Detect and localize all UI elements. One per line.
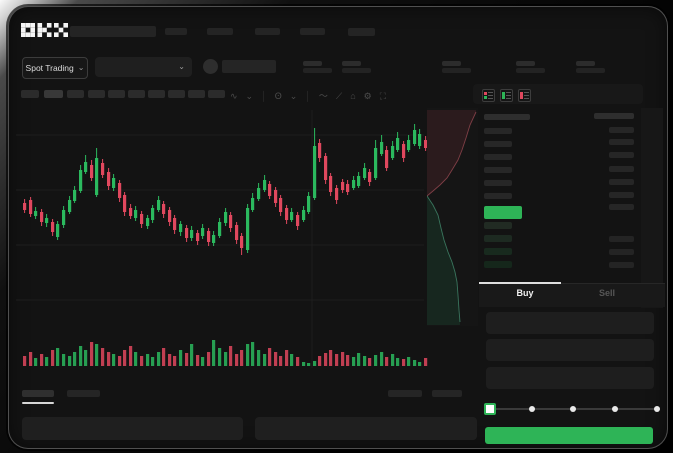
nav-item-placeholder[interactable] xyxy=(255,28,280,35)
drawing-icon[interactable]: ⟋ xyxy=(335,91,343,101)
bid-price-placeholder[interactable] xyxy=(484,261,512,268)
market-type-dropdown[interactable]: Spot Trading ⌄ xyxy=(22,57,88,79)
slider-step-dot[interactable] xyxy=(529,406,535,412)
ask-amount-placeholder xyxy=(594,113,634,119)
trade-tabbar xyxy=(479,283,665,307)
ask-price-placeholder[interactable] xyxy=(484,114,530,120)
nav-item-placeholder[interactable] xyxy=(207,28,233,35)
fullscreen-icon[interactable]: ⛶ xyxy=(379,91,387,101)
line-style-chevron-icon[interactable]: ⌄ xyxy=(245,91,254,101)
nav-item-placeholder[interactable] xyxy=(348,28,375,36)
pair-title-placeholder xyxy=(222,60,276,73)
stat-label-placeholder xyxy=(442,61,461,66)
ask-amount-placeholder xyxy=(609,204,634,210)
stat-value-placeholder xyxy=(342,68,371,73)
chevron-down-icon: ⌄ xyxy=(77,63,85,72)
stat-value-placeholder xyxy=(303,68,332,73)
bid-price-placeholder[interactable] xyxy=(484,235,512,242)
ask-price-placeholder[interactable] xyxy=(484,193,512,199)
ask-amount-placeholder xyxy=(609,152,634,158)
order-input-field[interactable] xyxy=(486,339,654,361)
indicators-chevron-icon[interactable]: ⌄ xyxy=(289,91,298,101)
slider-handle[interactable] xyxy=(484,403,496,415)
timeframe-button[interactable] xyxy=(168,90,185,98)
bid-price-placeholder[interactable] xyxy=(484,248,512,255)
active-tab-underline xyxy=(22,402,54,404)
mid-price-button[interactable] xyxy=(484,206,522,219)
bottom-tab-placeholder[interactable] xyxy=(22,390,54,397)
stat-label-placeholder xyxy=(342,61,361,66)
chevron-down-icon: ⌄ xyxy=(178,62,185,71)
ask-amount-placeholder xyxy=(609,192,634,198)
timeframe-button[interactable] xyxy=(67,90,84,98)
depth-chart[interactable] xyxy=(427,108,478,326)
timeframe-button[interactable] xyxy=(21,90,39,98)
stat-value-placeholder xyxy=(442,68,471,73)
order-input-field[interactable] xyxy=(486,312,654,334)
timeframe-button[interactable] xyxy=(88,90,105,98)
bottom-panel-placeholder[interactable] xyxy=(22,417,243,440)
bottom-panel-placeholder[interactable] xyxy=(255,417,477,440)
stat-label-placeholder xyxy=(576,61,595,66)
slider-step-dot[interactable] xyxy=(570,406,576,412)
timeframe-button[interactable] xyxy=(188,90,205,98)
ask-amount-placeholder xyxy=(609,139,634,145)
tab-buy[interactable]: Buy xyxy=(516,288,534,298)
active-tab-indicator xyxy=(479,282,561,284)
settings-icon[interactable]: ⚙ xyxy=(363,91,372,101)
okx-logo xyxy=(21,23,69,38)
timeframe-button[interactable] xyxy=(128,90,145,98)
bid-amount-placeholder xyxy=(609,236,634,242)
nav-item-placeholder[interactable] xyxy=(300,28,325,35)
timeframe-button[interactable] xyxy=(208,90,225,98)
chart-tools: ∿ ⌄ │ ʘ ⌄ │ 〜 ⟋ ⌂ ⚙ ⛶ xyxy=(230,89,386,103)
indicators-icon[interactable]: ʘ xyxy=(274,91,282,101)
stat-value-placeholder xyxy=(576,68,605,73)
ask-price-placeholder[interactable] xyxy=(484,180,512,186)
ask-price-placeholder[interactable] xyxy=(484,141,512,147)
timeframe-button[interactable] xyxy=(148,90,165,98)
order-input-field[interactable] xyxy=(486,367,654,389)
ask-amount-placeholder xyxy=(609,179,634,185)
bottom-link-placeholder[interactable] xyxy=(432,390,462,397)
ask-price-placeholder[interactable] xyxy=(484,167,512,173)
market-type-label: Spot Trading xyxy=(25,63,74,73)
tab-sell[interactable]: Sell xyxy=(598,288,615,298)
bid-price-placeholder[interactable] xyxy=(484,222,512,229)
bottom-tab-placeholder[interactable] xyxy=(67,390,100,397)
slider-step-dot[interactable] xyxy=(612,406,618,412)
bid-amount-placeholder xyxy=(609,249,634,255)
line-style-icon[interactable]: ∿ xyxy=(230,91,238,101)
stat-value-placeholder xyxy=(516,68,545,73)
ask-amount-placeholder xyxy=(609,166,634,172)
price-chart[interactable] xyxy=(14,106,428,372)
timeframe-button[interactable] xyxy=(44,90,63,98)
stat-label-placeholder xyxy=(516,61,535,66)
book-combined-view-icon[interactable] xyxy=(482,89,495,102)
orderbook-header-strip xyxy=(473,84,643,104)
pair-search-placeholder[interactable] xyxy=(70,26,156,37)
pair-dropdown[interactable]: ⌄ xyxy=(95,57,192,77)
divider: │ xyxy=(305,91,311,101)
stat-label-placeholder xyxy=(303,61,322,66)
ask-price-placeholder[interactable] xyxy=(484,154,512,160)
book-asks-view-icon[interactable] xyxy=(518,89,531,102)
ask-price-placeholder[interactable] xyxy=(484,128,512,134)
slider-step-dot[interactable] xyxy=(654,406,660,412)
coin-avatar[interactable] xyxy=(203,59,218,74)
buy-submit-button[interactable] xyxy=(485,427,653,444)
nav-item-placeholder[interactable] xyxy=(165,28,187,35)
divider: │ xyxy=(261,91,267,101)
timeframe-button[interactable] xyxy=(108,90,125,98)
bid-amount-placeholder xyxy=(609,262,634,268)
bottom-link-placeholder[interactable] xyxy=(388,390,422,397)
ask-amount-placeholder xyxy=(609,127,634,133)
trendline-icon[interactable]: 〜 xyxy=(318,91,328,101)
orderbook-scroll-strip xyxy=(641,108,663,308)
book-bids-view-icon[interactable] xyxy=(500,89,513,102)
camera-icon[interactable]: ⌂ xyxy=(350,91,356,101)
